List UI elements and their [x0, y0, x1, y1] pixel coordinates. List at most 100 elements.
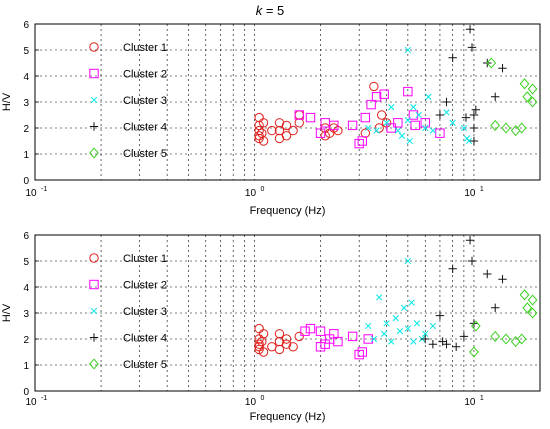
data-point-circle	[288, 342, 298, 352]
data-point-circle	[294, 110, 304, 120]
legend: Cluster 1 Cluster 2 Cluster 3 Cluster 4 Clus…	[89, 253, 167, 371]
data-point-x	[460, 124, 468, 132]
data-point-square	[393, 118, 403, 128]
x-tick-label: 10	[464, 188, 476, 199]
data-point-x	[429, 322, 437, 330]
y-tick-label: 6	[23, 231, 29, 242]
data-point-x	[404, 325, 412, 332]
series-plus	[435, 25, 507, 146]
data-point-square	[403, 86, 413, 97]
data-point-square	[366, 99, 376, 110]
data-point-circle	[294, 331, 304, 342]
data-point-plus	[465, 236, 475, 245]
y-tick-label: 1	[23, 361, 29, 372]
data-point-diamond	[519, 289, 530, 301]
data-point-square	[347, 331, 358, 342]
data-point-plus	[491, 303, 500, 312]
data-point-x	[404, 46, 412, 54]
data-point-diamond	[501, 122, 511, 134]
data-point-x	[422, 330, 429, 337]
legend-marker-diamond	[89, 147, 99, 159]
data-point-plus	[491, 92, 500, 101]
legend-marker-circle	[89, 253, 99, 263]
data-point-circle	[254, 339, 264, 349]
data-point-diamond	[490, 330, 501, 342]
data-point-square	[354, 349, 364, 360]
data-point-x	[413, 320, 421, 327]
data-point-square	[357, 347, 368, 357]
legend-label: Cluster 1	[123, 253, 167, 265]
series-diamond	[469, 289, 538, 358]
legend-label: Cluster 4	[123, 333, 167, 345]
data-point-diamond	[527, 96, 538, 108]
data-point-circle	[254, 112, 264, 123]
data-point-x	[404, 117, 412, 124]
data-point-x	[381, 330, 388, 337]
data-point-circle	[377, 110, 387, 120]
series-plus	[421, 236, 507, 351]
legend-marker-diamond	[89, 358, 99, 370]
legend-marker-plus	[89, 333, 99, 342]
data-point-square	[347, 120, 358, 131]
series-x	[365, 257, 437, 345]
data-point-circle	[258, 136, 269, 146]
data-point-plus	[469, 123, 479, 133]
data-point-plus	[459, 332, 469, 341]
data-point-plus	[435, 110, 445, 120]
data-point-plus	[448, 53, 457, 62]
data-point-circle	[258, 118, 269, 128]
data-point-square	[294, 110, 304, 120]
y-tick-label: 4	[23, 72, 29, 83]
data-point-circle	[281, 339, 292, 349]
data-point-diamond	[522, 302, 533, 314]
legend: Cluster 1 Cluster 2 Cluster 3 Cluster 4 Clus…	[89, 42, 167, 160]
data-point-circle	[281, 334, 292, 344]
y-tick-label: 2	[23, 124, 29, 135]
data-point-plus	[483, 269, 492, 279]
data-point-square	[408, 110, 419, 120]
data-point-x	[422, 124, 429, 132]
data-point-plus	[442, 97, 451, 107]
y-tick-label: 0	[23, 176, 29, 187]
data-point-x	[398, 132, 406, 139]
legend-label: Cluster 2	[123, 69, 167, 81]
data-point-x	[370, 335, 378, 343]
data-point-square	[315, 326, 326, 336]
data-point-square	[329, 120, 339, 131]
data-point-x	[394, 127, 401, 134]
x-tick-label: 10	[464, 397, 476, 408]
figure-title-k: k	[256, 3, 264, 18]
data-point-x	[388, 104, 395, 111]
data-point-circle	[360, 128, 371, 138]
series-diamond	[486, 57, 538, 137]
y-axis-label: H/V	[1, 303, 13, 322]
data-point-diamond	[470, 320, 481, 332]
figure-title-rest: = 5	[262, 3, 284, 18]
legend-label: Cluster 2	[123, 280, 167, 292]
y-tick-label: 5	[23, 257, 29, 268]
data-point-plus	[467, 256, 477, 266]
x-tick-exponent: 1	[480, 395, 484, 402]
data-point-x	[388, 338, 395, 345]
data-point-circle	[374, 123, 384, 133]
series-square	[294, 86, 445, 149]
y-tick-label: 6	[23, 20, 29, 31]
y-tick-label: 0	[23, 387, 29, 398]
data-point-square	[357, 136, 368, 146]
data-point-square	[371, 92, 382, 102]
data-point-x	[415, 111, 422, 119]
data-point-circle	[258, 329, 269, 339]
data-point-plus	[461, 113, 471, 122]
data-point-x	[449, 119, 456, 126]
data-point-diamond	[516, 122, 527, 134]
data-point-square	[363, 334, 373, 344]
data-point-circle	[258, 347, 269, 357]
x-tick-label: 10	[245, 188, 257, 199]
figure-title: k = 5	[256, 3, 285, 18]
legend-marker-plus	[89, 122, 99, 131]
data-point-plus	[451, 342, 461, 351]
data-point-plus	[428, 340, 438, 349]
data-point-plus	[471, 105, 481, 114]
